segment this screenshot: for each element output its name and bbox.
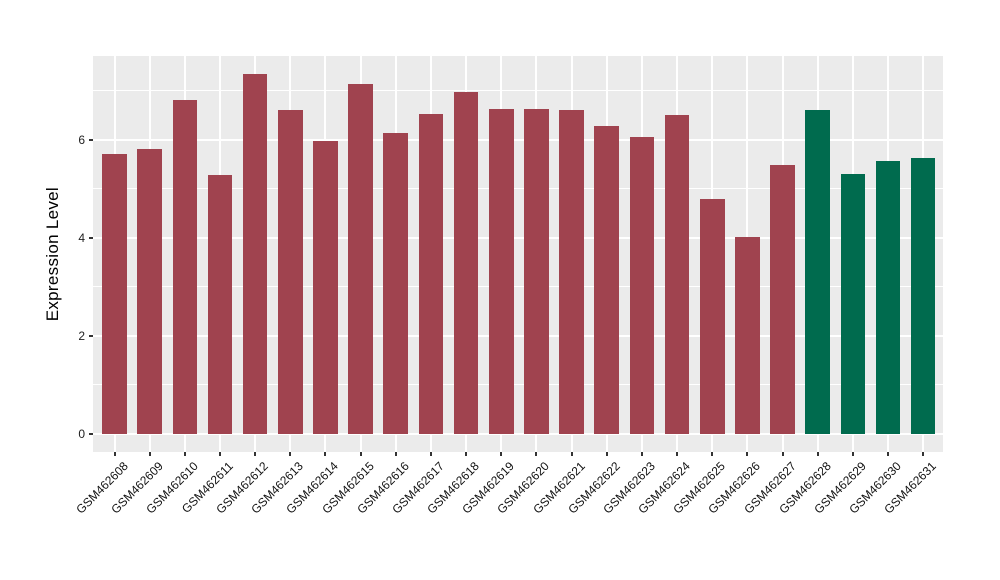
bar-GSM462622 bbox=[594, 126, 620, 434]
bar-GSM462627 bbox=[770, 164, 795, 434]
y-tick-mark bbox=[89, 334, 93, 337]
gridline-horizontal-minor bbox=[93, 90, 943, 92]
x-tick-mark bbox=[324, 452, 327, 456]
x-tick-mark bbox=[148, 452, 151, 456]
x-tick-mark bbox=[816, 452, 819, 456]
bar-GSM462609 bbox=[137, 149, 162, 434]
x-tick-mark bbox=[500, 452, 503, 456]
gridline-horizontal-major bbox=[93, 433, 943, 435]
bar-GSM462630 bbox=[875, 160, 901, 434]
bar-GSM462610 bbox=[172, 100, 198, 434]
gridline-horizontal-minor bbox=[93, 286, 943, 288]
x-tick-mark bbox=[605, 452, 608, 456]
bar-GSM462624 bbox=[664, 115, 690, 434]
y-axis-title-text: Expression Level bbox=[43, 186, 62, 322]
bar-GSM462617 bbox=[418, 113, 444, 434]
x-tick-mark bbox=[535, 452, 538, 456]
x-tick-mark bbox=[746, 452, 749, 456]
bar-GSM462612 bbox=[242, 74, 268, 434]
x-tick-mark bbox=[570, 452, 573, 456]
bar-GSM462629 bbox=[840, 174, 866, 434]
gridline-horizontal-major bbox=[93, 138, 943, 141]
y-tick-mark bbox=[89, 236, 93, 239]
bar-GSM462611 bbox=[207, 174, 233, 434]
x-tick-mark bbox=[640, 452, 643, 456]
x-tick-mark bbox=[218, 452, 221, 456]
x-tick-mark bbox=[711, 452, 714, 456]
y-tick-label: 6 bbox=[78, 132, 85, 147]
bar-GSM462628 bbox=[805, 110, 830, 434]
y-tick-mark bbox=[89, 138, 93, 141]
plot-panel bbox=[93, 56, 943, 452]
bar-GSM462615 bbox=[348, 84, 373, 434]
x-tick-mark bbox=[254, 452, 257, 456]
bar-GSM462621 bbox=[559, 110, 584, 434]
bar-GSM462614 bbox=[313, 140, 338, 434]
x-tick-mark bbox=[781, 452, 784, 456]
bar-GSM462631 bbox=[910, 157, 936, 434]
x-tick-mark bbox=[851, 452, 854, 456]
bar-GSM462623 bbox=[629, 137, 655, 434]
bar-GSM462616 bbox=[383, 132, 409, 434]
y-tick-mark bbox=[89, 433, 93, 435]
bar-GSM462625 bbox=[699, 199, 725, 434]
gridline-horizontal-major bbox=[93, 236, 943, 239]
x-tick-mark bbox=[922, 452, 925, 456]
bar-GSM462620 bbox=[524, 109, 549, 434]
x-tick-mark bbox=[465, 452, 468, 456]
x-tick-mark bbox=[676, 452, 679, 456]
x-tick-mark bbox=[289, 452, 292, 456]
x-tick-mark bbox=[887, 452, 890, 456]
x-tick-mark bbox=[183, 452, 186, 456]
bar-GSM462608 bbox=[102, 154, 127, 434]
y-tick-label: 0 bbox=[78, 427, 85, 441]
gridline-horizontal-minor bbox=[93, 384, 943, 386]
bar-GSM462613 bbox=[278, 110, 303, 434]
x-tick-mark bbox=[359, 452, 362, 456]
x-tick-mark bbox=[394, 452, 397, 456]
y-tick-label: 2 bbox=[78, 328, 85, 343]
gridline-horizontal-major bbox=[93, 334, 943, 337]
gridline-horizontal-minor bbox=[93, 188, 943, 190]
x-tick-mark bbox=[429, 452, 432, 456]
bar-GSM462618 bbox=[453, 91, 479, 434]
y-axis-title: Expression Level bbox=[40, 56, 66, 452]
x-tick-mark bbox=[113, 452, 116, 456]
y-tick-label: 4 bbox=[78, 230, 85, 245]
bar-GSM462626 bbox=[735, 236, 760, 434]
bar-GSM462619 bbox=[488, 108, 514, 434]
